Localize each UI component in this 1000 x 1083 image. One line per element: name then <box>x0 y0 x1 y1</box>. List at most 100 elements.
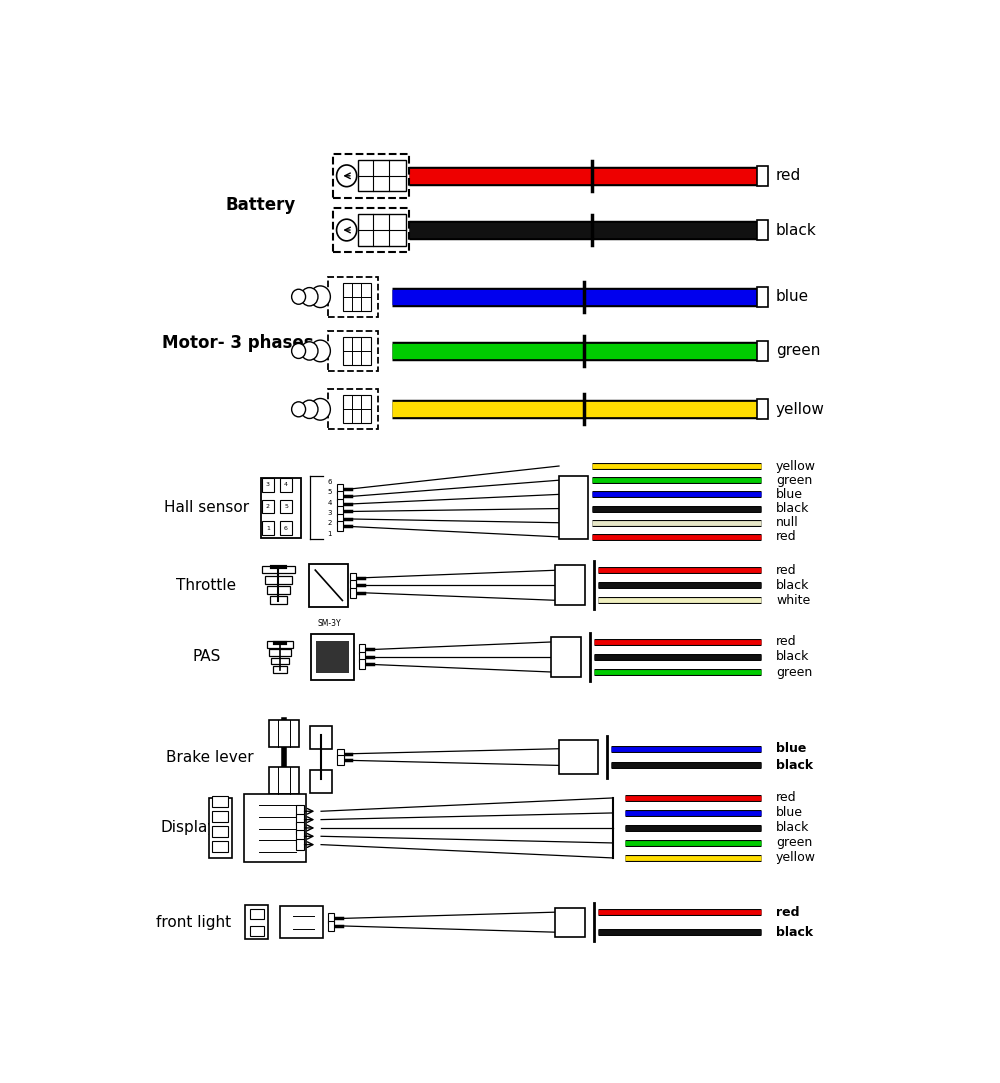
Bar <box>358 160 406 192</box>
Bar <box>757 220 768 240</box>
Bar <box>310 770 332 793</box>
Bar <box>309 563 348 606</box>
Text: blue: blue <box>776 742 806 755</box>
Circle shape <box>337 219 357 240</box>
Text: green: green <box>776 665 812 679</box>
Bar <box>280 521 292 535</box>
Bar <box>269 767 299 794</box>
Text: Throttle: Throttle <box>176 577 236 592</box>
Text: black: black <box>776 651 809 664</box>
Bar <box>271 657 289 665</box>
Circle shape <box>292 402 306 417</box>
FancyBboxPatch shape <box>328 331 378 371</box>
Bar <box>250 909 264 918</box>
Text: SM-3Y: SM-3Y <box>317 618 341 628</box>
Text: black: black <box>776 578 809 591</box>
Text: 6: 6 <box>327 479 332 485</box>
Bar <box>359 644 365 654</box>
Text: green: green <box>776 473 812 486</box>
Text: white: white <box>776 593 810 606</box>
Text: Brake lever: Brake lever <box>166 749 254 765</box>
Bar <box>328 913 334 924</box>
Bar <box>280 479 292 492</box>
FancyBboxPatch shape <box>328 277 378 316</box>
Bar <box>209 798 232 858</box>
Bar <box>757 400 768 419</box>
Bar <box>337 507 343 517</box>
Text: 6: 6 <box>284 525 288 531</box>
Text: 3: 3 <box>266 482 270 487</box>
Circle shape <box>301 342 318 361</box>
Bar <box>296 822 304 834</box>
Bar <box>359 652 365 662</box>
Text: null: null <box>776 517 799 530</box>
Text: PAS: PAS <box>192 650 221 665</box>
Text: front light: front light <box>156 915 231 929</box>
Bar <box>280 906 323 938</box>
Bar <box>212 841 228 852</box>
Bar <box>212 826 228 837</box>
Bar <box>337 492 343 501</box>
Text: 5: 5 <box>284 504 288 509</box>
Text: black: black <box>776 926 813 939</box>
Bar <box>262 479 274 492</box>
Bar <box>337 756 344 766</box>
Text: red: red <box>776 792 797 805</box>
Text: 3: 3 <box>327 510 332 516</box>
Circle shape <box>310 340 330 362</box>
Bar <box>316 641 349 673</box>
Circle shape <box>301 288 318 305</box>
Text: 2: 2 <box>327 520 332 526</box>
Bar <box>555 908 585 937</box>
Bar <box>559 741 598 773</box>
Bar <box>262 500 274 513</box>
Circle shape <box>301 400 318 418</box>
Text: 1: 1 <box>266 525 270 531</box>
Bar <box>559 477 588 539</box>
Text: 1: 1 <box>327 531 332 537</box>
Bar <box>280 500 292 513</box>
Circle shape <box>292 343 306 358</box>
Bar <box>270 597 287 603</box>
Text: Motor- 3 phases: Motor- 3 phases <box>162 334 313 352</box>
Text: green: green <box>776 343 820 358</box>
Text: blue: blue <box>776 807 803 820</box>
Bar <box>328 921 334 931</box>
Bar <box>337 748 344 759</box>
Bar <box>757 166 768 186</box>
Text: 5: 5 <box>327 490 332 495</box>
Bar <box>296 831 304 843</box>
Bar <box>551 637 581 677</box>
Text: Display: Display <box>160 821 217 835</box>
Bar <box>250 926 264 936</box>
Circle shape <box>310 286 330 308</box>
Bar <box>350 580 356 590</box>
Bar <box>261 478 301 538</box>
Bar <box>343 395 371 423</box>
Text: black: black <box>776 503 809 516</box>
Bar <box>337 484 343 494</box>
Bar <box>337 522 343 532</box>
Bar <box>311 634 354 680</box>
Circle shape <box>292 289 306 304</box>
Text: yellow: yellow <box>776 459 816 472</box>
Bar <box>757 341 768 361</box>
Bar <box>350 573 356 583</box>
Bar <box>267 586 290 593</box>
Bar <box>343 337 371 365</box>
Bar <box>757 287 768 306</box>
Bar <box>350 588 356 598</box>
Bar <box>262 521 274 535</box>
Text: black: black <box>776 821 809 834</box>
Bar <box>296 813 304 825</box>
Bar <box>337 514 343 524</box>
Bar <box>212 811 228 822</box>
Circle shape <box>310 399 330 420</box>
Bar <box>265 576 292 584</box>
Text: green: green <box>776 836 812 849</box>
Text: 4: 4 <box>327 499 332 506</box>
FancyBboxPatch shape <box>333 208 409 251</box>
Text: Hall sensor: Hall sensor <box>164 500 249 516</box>
Bar <box>359 660 365 669</box>
Bar <box>269 720 299 747</box>
